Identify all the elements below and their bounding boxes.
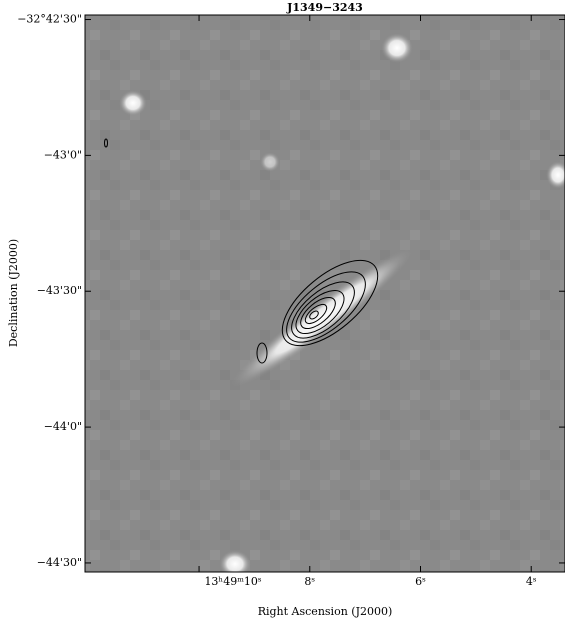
x-tick-label: 6ˢ: [415, 575, 426, 588]
image: [85, 15, 565, 572]
x-axis-label: Right Ascension (J2000): [258, 605, 393, 618]
y-tick-label: −32°42'30": [17, 13, 82, 26]
y-tick-label: −43'30": [37, 284, 82, 297]
plot-frame: [84, 14, 565, 573]
chart-title: J1349−3243: [286, 1, 363, 14]
y-tick-label: −44'0": [44, 420, 82, 433]
y-axis-label: Declination (J2000): [7, 239, 20, 347]
x-tick-label: 8ˢ: [304, 575, 315, 588]
y-tick-label: −44'30": [37, 556, 82, 569]
contours: [104, 138, 379, 364]
x-tick-label: 4ˢ: [526, 575, 537, 588]
y-tick-label: −43'0": [44, 148, 82, 161]
x-tick-label: 13ʰ49ᵐ10ˢ: [204, 575, 261, 588]
